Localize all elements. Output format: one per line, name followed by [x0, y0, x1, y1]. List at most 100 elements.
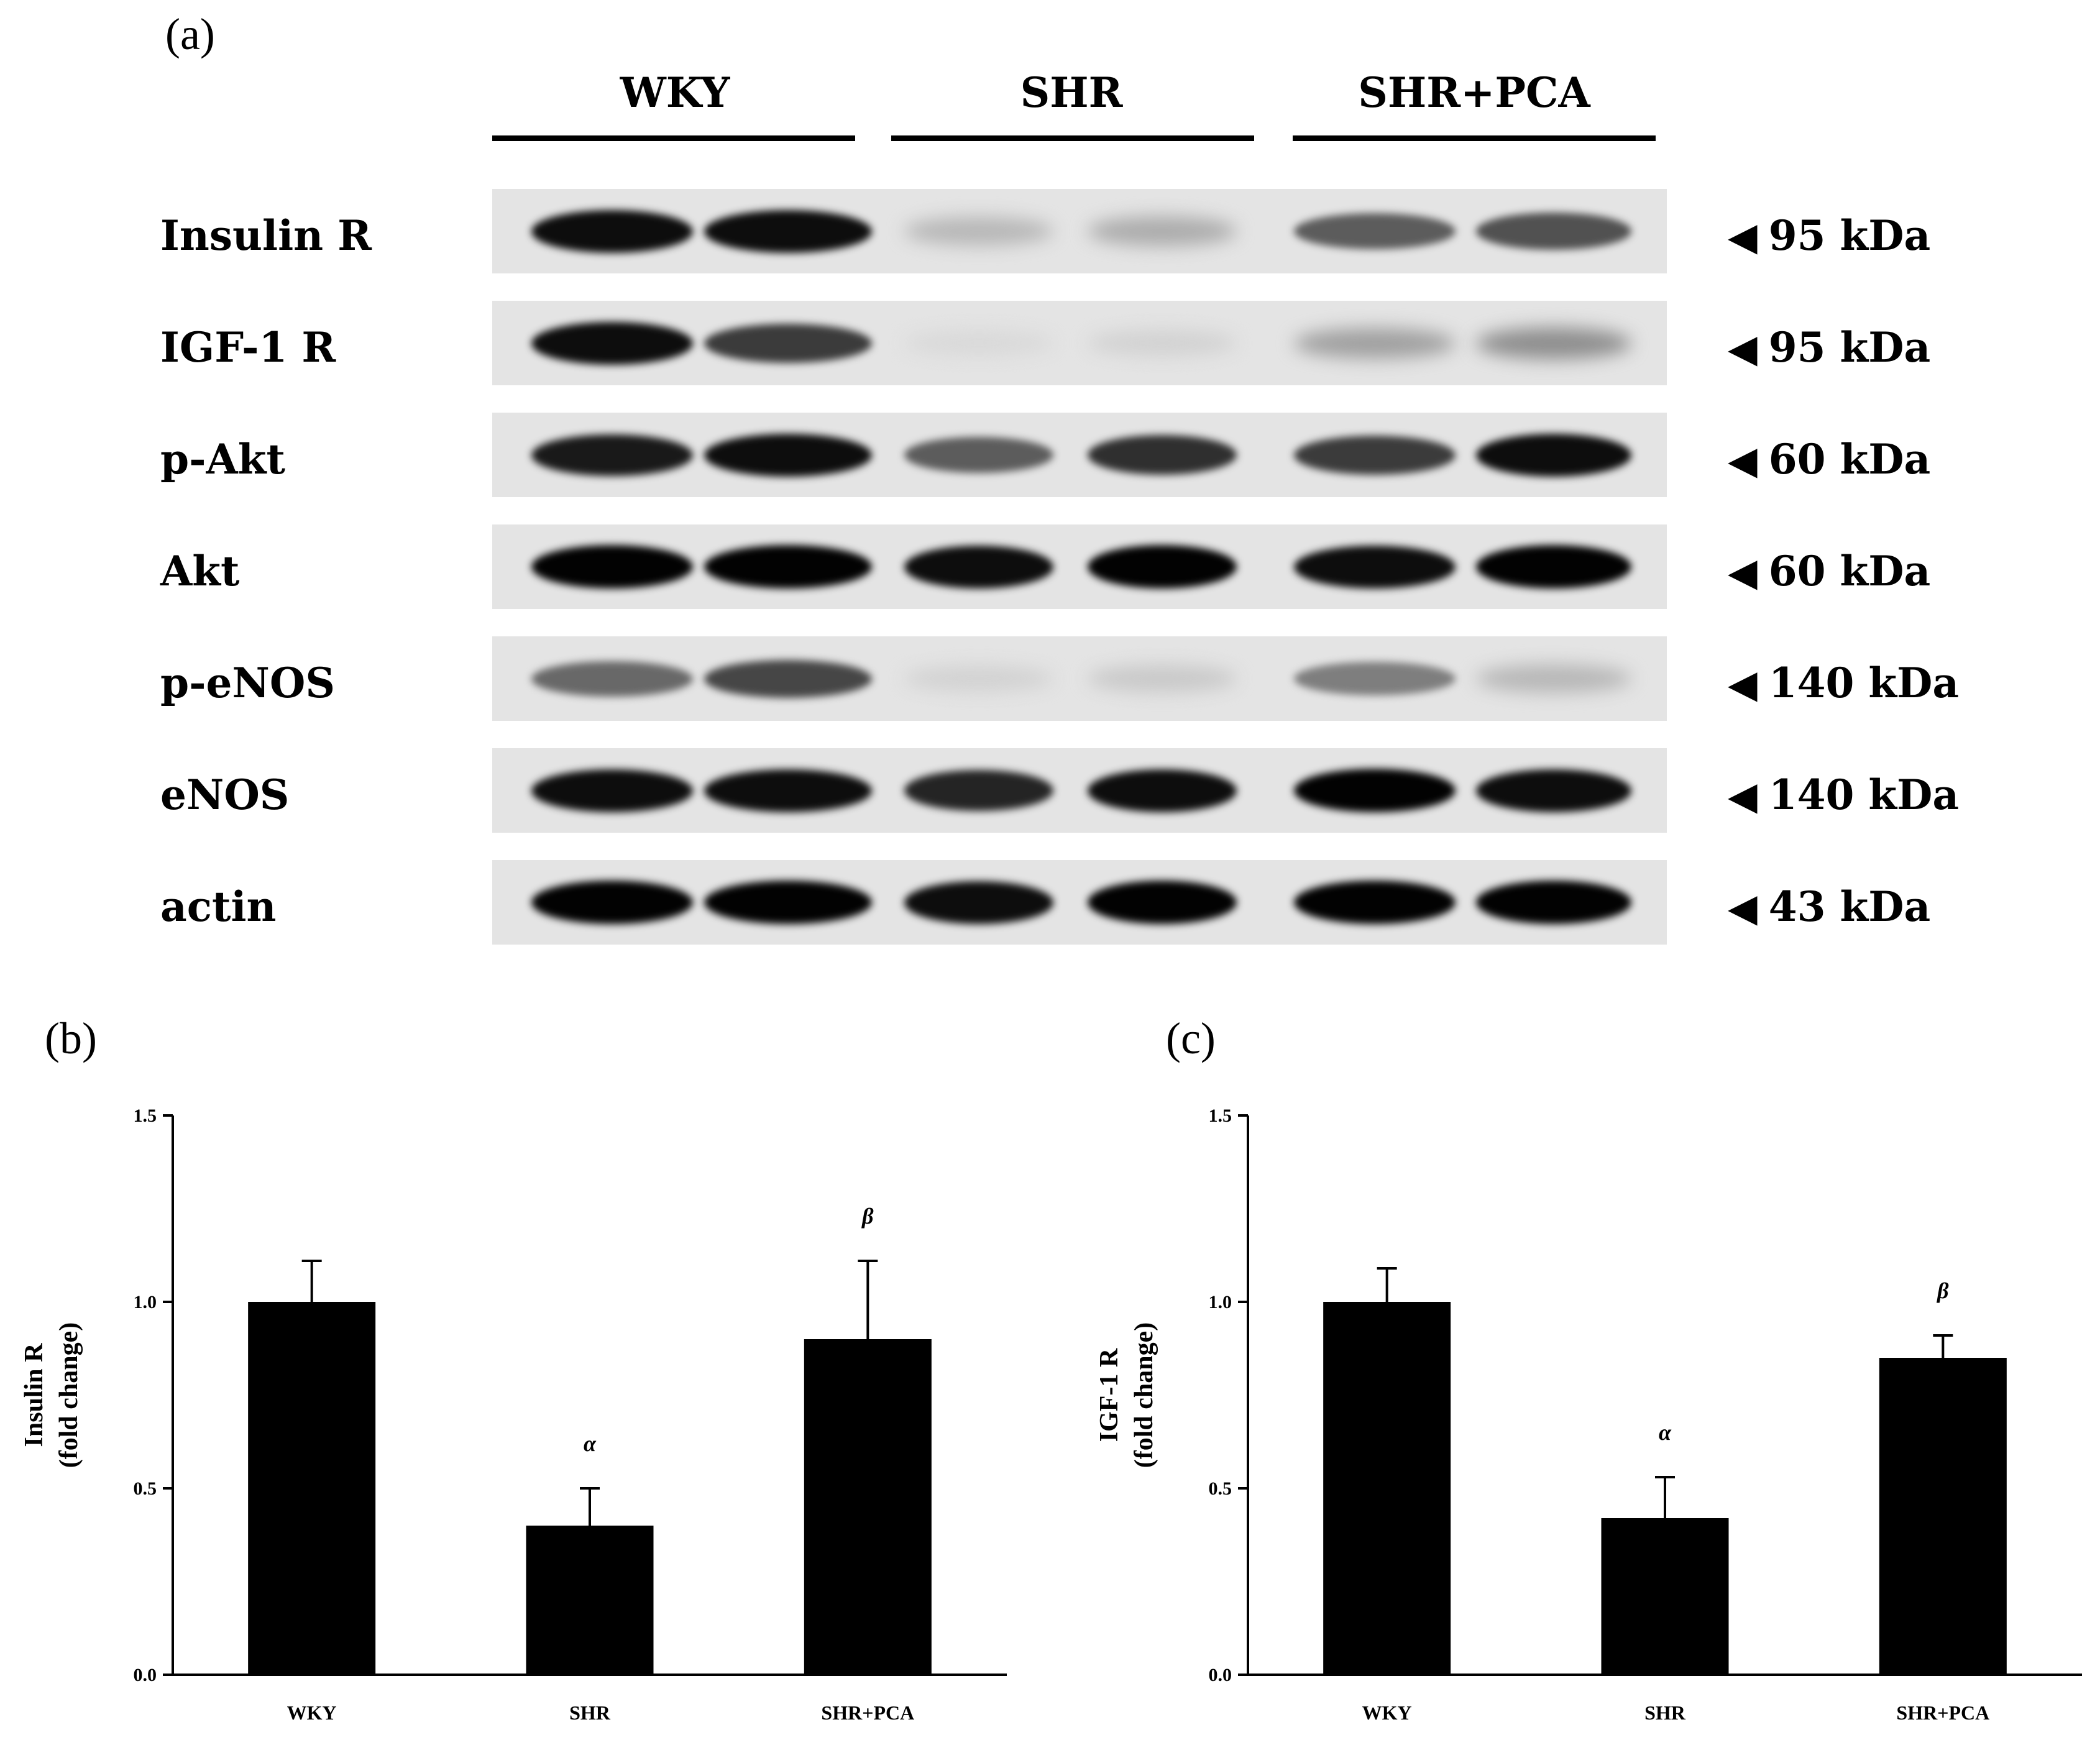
blot-band: [531, 321, 693, 365]
arrow-left-icon: ◀: [1728, 773, 1758, 818]
blot-band: [1088, 435, 1237, 475]
blot-band: [1294, 881, 1456, 924]
blot-band: [904, 217, 1053, 245]
y-tick-label: 0.0: [134, 1665, 157, 1685]
x-tick-label: SHR+PCA: [821, 1701, 914, 1724]
group-label-shr-pca: SHR+PCA: [1358, 68, 1590, 117]
blot-label: actin: [160, 882, 277, 931]
arrow-left-icon: ◀: [1728, 437, 1758, 483]
arrow-left-icon: ◀: [1728, 326, 1758, 371]
panel-b-letter: (b): [45, 1014, 97, 1063]
panel-c-letter: (c): [1166, 1014, 1216, 1063]
blot-label: eNOS: [160, 771, 290, 819]
blot-band: [1476, 433, 1631, 477]
y-axis-label: IGF-1 R: [1095, 1348, 1124, 1442]
blot-band: [1088, 769, 1237, 812]
blot-band: [704, 209, 872, 253]
molecular-weight-label: ◀ 95 kDa: [1728, 211, 1930, 260]
x-tick-label: SHR: [1644, 1701, 1686, 1724]
molecular-weight-text: 60 kDa: [1768, 435, 1931, 483]
blot-band: [1088, 665, 1237, 692]
x-tick-label: SHR: [569, 1701, 611, 1724]
blot-band: [904, 770, 1053, 811]
bar: [1323, 1302, 1451, 1675]
blot-band: [531, 661, 693, 697]
molecular-weight-label: ◀ 140 kDa: [1728, 659, 1959, 707]
bar: [1601, 1518, 1729, 1675]
bar: [526, 1526, 654, 1675]
y-tick-label: 1.0: [1209, 1292, 1232, 1312]
molecular-weight-text: 140 kDa: [1768, 659, 1960, 707]
arrow-left-icon: ◀: [1728, 661, 1758, 707]
blot-band: [1294, 435, 1456, 475]
blot-band: [1294, 213, 1456, 249]
blot-band: [1476, 545, 1631, 588]
blot-strip: [492, 860, 1667, 945]
molecular-weight-text: 43 kDa: [1768, 882, 1931, 931]
blot-strip: [492, 413, 1667, 497]
blot-band: [1476, 664, 1631, 693]
significance-label: α: [584, 1431, 597, 1456]
blot-band: [1294, 327, 1456, 359]
igf1-r-bar-chart: 0.0 0.5 1.0 1.5 WKY α SHR β SHR+PCA IGF-1 R (fold …: [1095, 1106, 2082, 1724]
blot-strip: [492, 301, 1667, 385]
x-tick-label: WKY: [1362, 1701, 1412, 1724]
bar: [1879, 1358, 2007, 1675]
blot-band: [904, 437, 1053, 473]
bar: [804, 1339, 932, 1675]
blot-label: IGF-1 R: [160, 323, 336, 372]
x-tick-label: SHR+PCA: [1896, 1701, 1989, 1724]
blot-label: p-Akt: [160, 435, 285, 483]
blot-band: [531, 881, 693, 924]
blot-band: [904, 666, 1053, 692]
y-axis-label: (fold change): [1130, 1322, 1158, 1468]
y-axis-label: Insulin R: [20, 1343, 48, 1447]
molecular-weight-text: 60 kDa: [1768, 547, 1931, 595]
molecular-weight-label: ◀ 43 kDa: [1728, 882, 1930, 931]
y-tick-label: 1.5: [134, 1106, 157, 1126]
blot-band: [904, 545, 1053, 588]
blot-band: [1088, 881, 1237, 924]
molecular-weight-label: ◀ 60 kDa: [1728, 547, 1930, 595]
blot-band: [1294, 545, 1456, 588]
y-tick-label: 1.5: [1209, 1106, 1232, 1126]
x-tick-label: WKY: [287, 1701, 337, 1724]
blot-strip: [492, 189, 1667, 273]
y-tick-label: 0.5: [1209, 1478, 1232, 1499]
molecular-weight-label: ◀ 60 kDa: [1728, 435, 1930, 483]
blot-band: [1294, 662, 1456, 695]
significance-label: β: [861, 1204, 874, 1229]
insulin-r-bar-chart: 0.0 0.5 1.0 1.5 WKY α SHR β SHR+PCA Insulin R (fol…: [20, 1106, 1007, 1724]
blot-strip: [492, 636, 1667, 721]
blot-band: [1476, 213, 1631, 250]
blot-band: [704, 659, 872, 698]
significance-label: β: [1936, 1278, 1949, 1303]
group-line-wky: [492, 135, 855, 141]
arrow-left-icon: ◀: [1728, 885, 1758, 930]
group-label-wky: WKY: [620, 68, 730, 117]
blot-label: Insulin R: [160, 211, 372, 260]
blot-band: [1476, 769, 1631, 812]
blot-band: [531, 434, 693, 476]
y-axis-label: (fold change): [55, 1322, 83, 1468]
blot-band: [704, 433, 872, 477]
y-tick-label: 1.0: [134, 1292, 157, 1312]
group-label-shr: SHR: [1020, 68, 1123, 117]
blot-band: [531, 769, 693, 812]
blot-band: [531, 209, 693, 253]
blot-band: [904, 881, 1053, 924]
arrow-left-icon: ◀: [1728, 214, 1758, 259]
blot-band: [531, 545, 693, 588]
arrow-left-icon: ◀: [1728, 549, 1758, 595]
blot-band: [1088, 545, 1237, 588]
blot-band: [704, 769, 872, 812]
group-line-shr-pca: [1293, 135, 1656, 141]
blot-strip: [492, 524, 1667, 609]
molecular-weight-label: ◀ 140 kDa: [1728, 771, 1959, 819]
group-line-shr: [891, 135, 1254, 141]
blot-band: [704, 881, 872, 924]
bar: [248, 1302, 376, 1675]
molecular-weight-text: 140 kDa: [1768, 771, 1960, 819]
blot-band: [1294, 769, 1456, 812]
blot-band: [1088, 330, 1237, 356]
